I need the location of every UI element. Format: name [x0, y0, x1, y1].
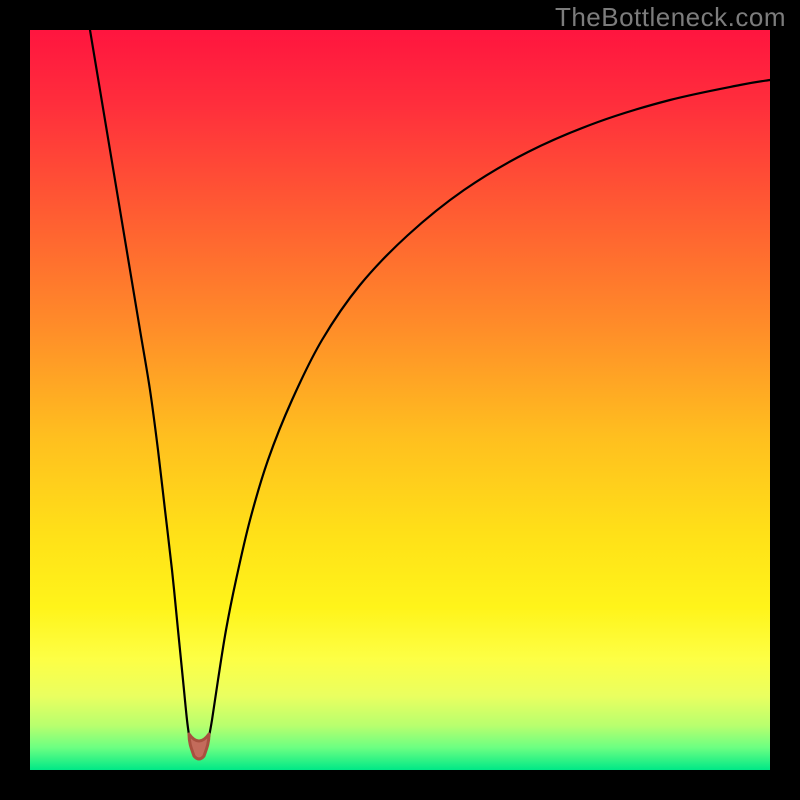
watermark-text: TheBottleneck.com — [555, 2, 786, 33]
plot-background — [30, 30, 770, 770]
chart-svg — [0, 0, 800, 800]
chart-stage: TheBottleneck.com — [0, 0, 800, 800]
